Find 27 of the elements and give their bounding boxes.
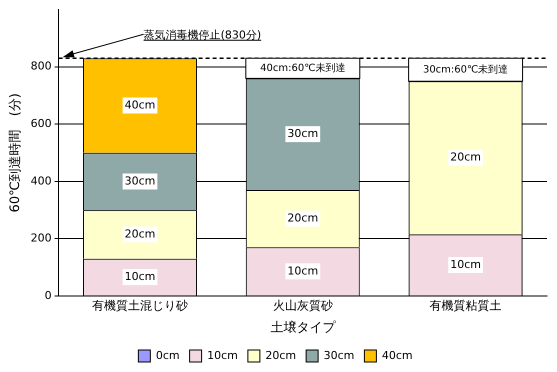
text: 10cm (124, 270, 156, 283)
x-tick-label: 有機質土混じり砂 (92, 298, 188, 312)
x-axis-title: 土壌タイプ (270, 320, 336, 336)
legend-label: 40cm (382, 348, 413, 362)
annotation: 30cm:60℃未到達 (422, 63, 508, 76)
y-tick-label: 600 (30, 117, 52, 130)
text: 10cm (287, 264, 318, 278)
annotation: 40cm:60℃未到達 (260, 62, 346, 74)
legend-label: 30cm (324, 348, 354, 362)
x-tick-label: 有機質粘質土 (430, 298, 502, 312)
y-tick-label: 200 (30, 232, 52, 245)
text: 10cm (450, 258, 481, 271)
y-tick-label: 400 (30, 174, 52, 188)
y-axis-title: 60℃到達時間 (分) (8, 93, 24, 212)
text: 20cm (124, 227, 156, 240)
y-tick-label: 800 (30, 60, 52, 73)
legend-label: 20cm (265, 348, 296, 362)
text: 30cm (124, 174, 156, 188)
text: 20cm (287, 212, 318, 225)
legend-label: 0cm (156, 348, 180, 362)
y-tick-label: 0 (44, 288, 52, 302)
x-tick-label: 火山灰質砂 (272, 298, 333, 312)
text: 20cm (450, 150, 481, 164)
text: 30cm (287, 127, 318, 140)
text: 40cm (124, 98, 156, 112)
legend-label: 10cm (207, 348, 238, 362)
ref-line-label: 蒸気消毒機停止(830分) (144, 28, 262, 42)
